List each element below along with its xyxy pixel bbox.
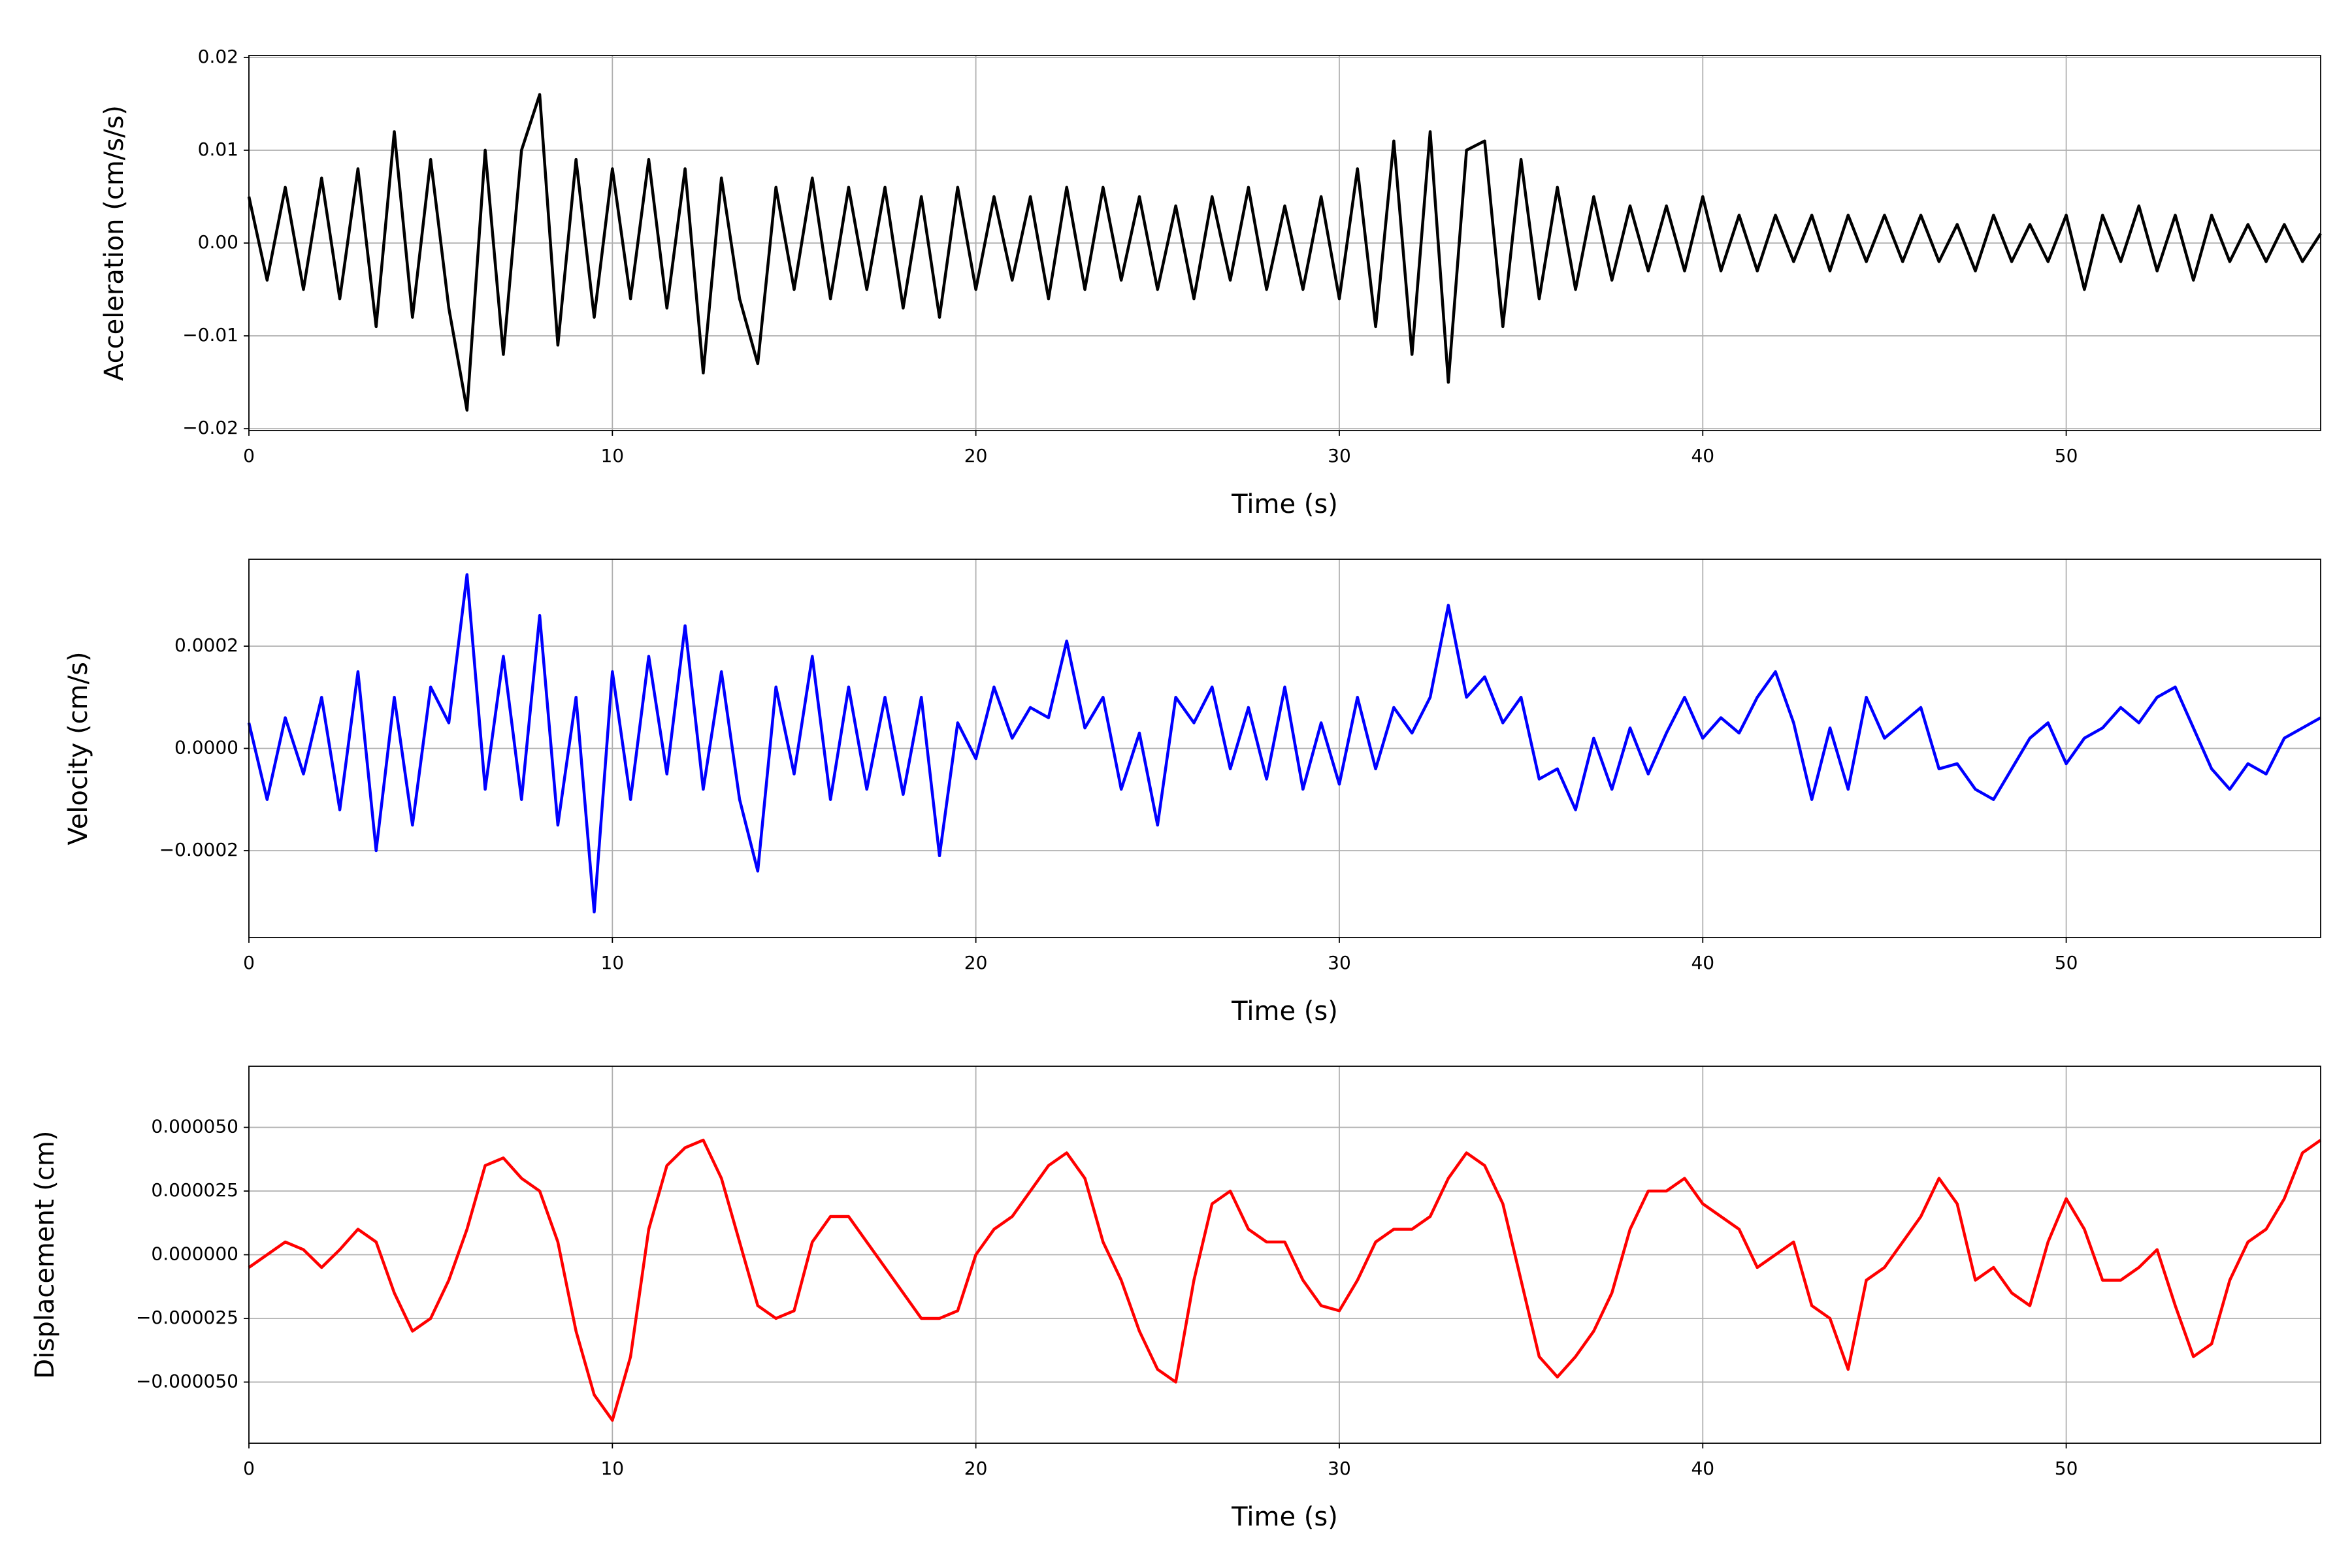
x-tick-label: 0 bbox=[243, 1458, 255, 1479]
y-tick-label: 0.00 bbox=[198, 231, 238, 253]
y-axis-label: Acceleration (cm/s/s) bbox=[99, 105, 129, 381]
y-tick-label: 0.000000 bbox=[151, 1243, 238, 1265]
x-tick-label: 10 bbox=[600, 445, 624, 466]
x-tick-label: 0 bbox=[243, 445, 255, 466]
y-tick-label: 0.02 bbox=[198, 46, 238, 67]
y-tick-label: −0.000025 bbox=[136, 1307, 238, 1328]
x-tick-label: 50 bbox=[2055, 1458, 2078, 1479]
x-tick-label: 30 bbox=[1328, 952, 1351, 973]
plot-frame bbox=[248, 1066, 2321, 1444]
data-line bbox=[247, 573, 2322, 914]
x-tick-label: 50 bbox=[2055, 952, 2078, 973]
y-tick-label: 0.01 bbox=[198, 139, 238, 160]
x-tick-label: 10 bbox=[600, 1458, 624, 1479]
x-axis-label: Time (s) bbox=[1231, 489, 1338, 519]
y-axis-label: Displacement (cm) bbox=[30, 1131, 60, 1379]
x-tick-label: 30 bbox=[1328, 445, 1351, 466]
x-tick-label: 40 bbox=[1691, 1458, 1714, 1479]
y-tick-label: −0.01 bbox=[182, 324, 238, 346]
x-tick-label: 50 bbox=[2055, 445, 2078, 466]
x-tick-label: 20 bbox=[964, 952, 988, 973]
y-tick-label: 0.000050 bbox=[151, 1116, 238, 1137]
y-tick-label: 0.000025 bbox=[151, 1179, 238, 1201]
y-tick-label: −0.000050 bbox=[136, 1370, 238, 1392]
y-tick-label: 0.0000 bbox=[174, 737, 238, 759]
x-tick-label: 0 bbox=[243, 952, 255, 973]
x-tick-label: 40 bbox=[1691, 445, 1714, 466]
x-tick-label: 30 bbox=[1328, 1458, 1351, 1479]
data-line bbox=[248, 1138, 2322, 1422]
y-axis-label: Velocity (cm/s) bbox=[63, 651, 93, 845]
x-tick-label: 40 bbox=[1691, 952, 1714, 973]
x-axis-label: Time (s) bbox=[1231, 1502, 1338, 1532]
x-tick-label: 20 bbox=[964, 1458, 988, 1479]
x-tick-label: 10 bbox=[600, 952, 624, 973]
plot-frame bbox=[248, 55, 2321, 431]
y-tick-label: −0.02 bbox=[182, 417, 238, 438]
y-tick-label: 0.0002 bbox=[174, 634, 238, 656]
data-line bbox=[247, 93, 2322, 412]
plot-frame bbox=[248, 559, 2321, 938]
x-axis-label: Time (s) bbox=[1231, 996, 1338, 1026]
y-tick-label: −0.0002 bbox=[159, 839, 238, 860]
x-tick-label: 20 bbox=[964, 445, 988, 466]
